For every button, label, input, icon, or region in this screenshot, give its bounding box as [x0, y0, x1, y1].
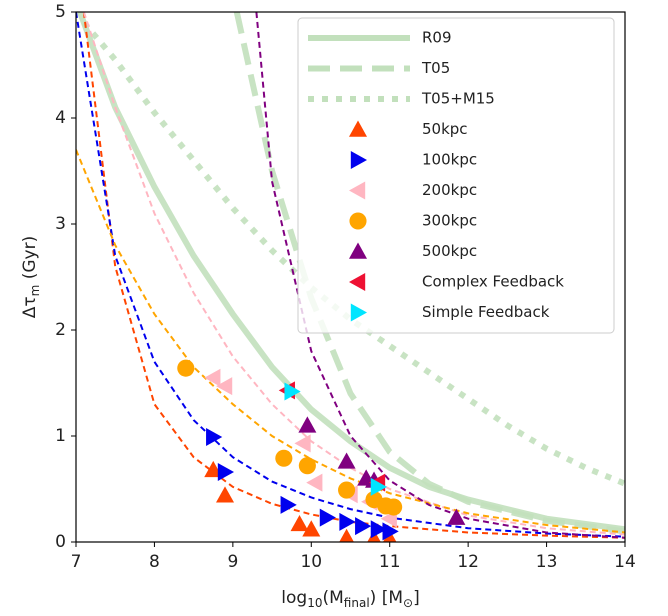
y-axis-label-part: Δτ — [20, 296, 40, 318]
x-axis-label-part: (M — [322, 588, 343, 608]
marker — [382, 522, 399, 541]
legend-label: 200kpc — [422, 181, 477, 199]
marker — [284, 382, 301, 401]
marker — [339, 528, 354, 542]
marker — [385, 498, 403, 516]
marker — [204, 368, 221, 387]
marker — [275, 449, 293, 467]
legend-swatch — [350, 151, 367, 169]
x-tick-label: 8 — [149, 552, 160, 572]
marker — [319, 508, 336, 527]
marker — [280, 495, 297, 514]
marker — [355, 517, 372, 536]
legend-label: Complex Feedback — [422, 273, 564, 291]
y-axis-label-part: m — [28, 285, 42, 297]
x-tick-label: 7 — [71, 552, 82, 572]
x-axis-label-part: ⊙ — [403, 596, 413, 610]
marker — [339, 512, 356, 531]
y-tick-label: 3 — [55, 214, 66, 234]
curve — [76, 149, 625, 534]
plot-area — [76, 12, 625, 542]
marker — [370, 477, 387, 496]
marker — [338, 481, 356, 499]
x-axis-label-part: ] — [413, 588, 420, 608]
legend-swatch — [349, 242, 367, 259]
curve — [82, 12, 625, 536]
legend-label: T05 — [421, 59, 450, 77]
legend-label: 500kpc — [422, 242, 477, 260]
legend-swatch — [349, 120, 367, 137]
y-axis-label-part: (Gyr) — [20, 236, 40, 285]
x-axis-label-part: ) [M — [370, 588, 403, 608]
y-tick-label: 4 — [55, 108, 66, 128]
curve — [76, 12, 625, 538]
marker — [294, 434, 311, 453]
y-tick-label: 1 — [55, 426, 66, 446]
legend-label: R09 — [422, 29, 452, 47]
x-tick-label: 11 — [379, 552, 401, 572]
marker — [290, 514, 309, 532]
legend-label: 300kpc — [422, 212, 477, 230]
x-tick-label: 14 — [614, 552, 636, 572]
y-tick-label: 0 — [55, 532, 66, 552]
marker — [447, 508, 466, 525]
marker — [217, 463, 235, 482]
x-axis-label-part: final — [344, 596, 370, 610]
x-tick-label: 10 — [300, 552, 322, 572]
marker — [204, 460, 223, 478]
legend-swatch — [349, 212, 367, 230]
x-tick-label: 13 — [536, 552, 558, 572]
marker — [337, 452, 356, 469]
legend-swatch — [350, 303, 367, 322]
marker — [216, 377, 233, 396]
legend-swatch — [349, 273, 366, 291]
y-tick-label: 2 — [55, 320, 66, 340]
marker — [302, 520, 321, 537]
marker — [206, 428, 223, 447]
marker — [370, 520, 387, 539]
legend-swatch — [349, 181, 366, 200]
y-tick-label: 5 — [55, 2, 66, 22]
marker — [216, 486, 235, 503]
x-axis-label-part: 10 — [307, 596, 322, 610]
marker — [306, 473, 323, 492]
curve — [233, 12, 625, 535]
legend-label: Simple Feedback — [422, 303, 550, 321]
legend-label: 100kpc — [422, 151, 477, 169]
x-tick-label: 9 — [227, 552, 238, 572]
x-tick-label: 12 — [457, 552, 479, 572]
x-axis-label-part: log — [281, 588, 307, 608]
y-axis-label: Δτm (Gyr) — [20, 236, 42, 318]
curve — [81, 20, 625, 487]
x-axis-label: log10(Mfinal) [M⊙] — [281, 588, 419, 610]
marker — [298, 416, 317, 433]
marker — [177, 359, 195, 377]
marker — [298, 457, 316, 475]
curve — [82, 12, 625, 539]
legend-label: T05+M15 — [421, 90, 495, 108]
legend-box — [297, 17, 615, 334]
axes-frame — [75, 11, 626, 543]
legend-label: 50kpc — [422, 120, 468, 138]
